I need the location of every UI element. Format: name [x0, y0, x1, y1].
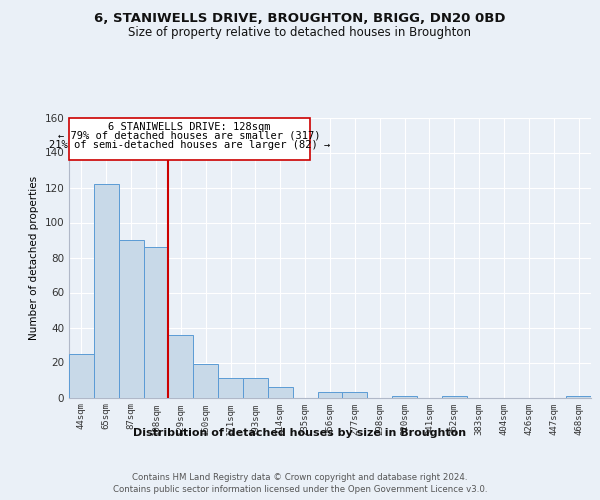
- FancyBboxPatch shape: [69, 118, 310, 160]
- Bar: [143, 247, 169, 398]
- Bar: [119, 240, 143, 398]
- Bar: [169, 334, 193, 398]
- Bar: [268, 387, 293, 398]
- Text: 6 STANIWELLS DRIVE: 128sqm: 6 STANIWELLS DRIVE: 128sqm: [109, 122, 271, 132]
- Bar: [193, 364, 218, 398]
- Bar: [69, 354, 94, 398]
- Text: Distribution of detached houses by size in Broughton: Distribution of detached houses by size …: [133, 428, 467, 438]
- Bar: [243, 378, 268, 398]
- Bar: [218, 378, 243, 398]
- Text: Contains HM Land Registry data © Crown copyright and database right 2024.
Contai: Contains HM Land Registry data © Crown c…: [113, 472, 487, 494]
- Bar: [94, 184, 119, 398]
- Text: 21% of semi-detached houses are larger (82) →: 21% of semi-detached houses are larger (…: [49, 140, 330, 150]
- Bar: [566, 396, 591, 398]
- Y-axis label: Number of detached properties: Number of detached properties: [29, 176, 39, 340]
- Text: Size of property relative to detached houses in Broughton: Size of property relative to detached ho…: [128, 26, 472, 39]
- Text: 6, STANIWELLS DRIVE, BROUGHTON, BRIGG, DN20 0BD: 6, STANIWELLS DRIVE, BROUGHTON, BRIGG, D…: [94, 12, 506, 26]
- Text: ← 79% of detached houses are smaller (317): ← 79% of detached houses are smaller (31…: [58, 130, 321, 140]
- Bar: [392, 396, 417, 398]
- Bar: [343, 392, 367, 398]
- Bar: [317, 392, 343, 398]
- Bar: [442, 396, 467, 398]
